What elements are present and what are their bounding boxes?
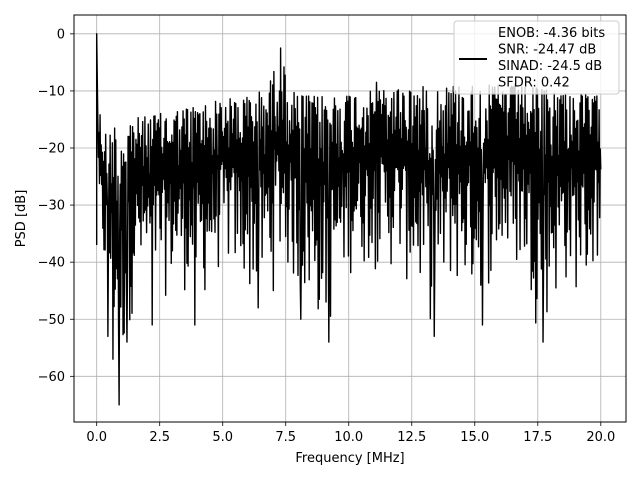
y-tick-label: −30 — [38, 199, 65, 214]
legend: ENOB: -4.36 bits SNR: -24.47 dB SINAD: -… — [453, 20, 620, 95]
ticks: 0.0 2.5 5.0 7.5 10.0 12.5 15.0 17.5 20.0 0 −10 −20 −… — [38, 27, 616, 445]
y-tick-label: −40 — [38, 256, 65, 271]
y-tick-label: −60 — [38, 370, 65, 385]
y-tick-label: −50 — [38, 313, 65, 328]
legend-sinad: SINAD: -24.5 dB — [498, 59, 602, 74]
y-tick-label: −20 — [38, 142, 65, 157]
y-tick-label: 0 — [57, 27, 65, 42]
legend-box — [453, 20, 620, 95]
legend-snr: SNR: -24.47 dB — [498, 43, 596, 58]
y-tick-label: −10 — [38, 84, 65, 99]
x-tick-label: 5.0 — [212, 430, 233, 445]
psd-series-line — [95, 33, 602, 406]
legend-enob: ENOB: -4.36 bits — [498, 26, 605, 41]
x-axis-label: Frequency [MHz] — [295, 451, 404, 466]
x-tick-label: 15.0 — [460, 430, 489, 445]
y-axis-label: PSD [dB] — [14, 190, 29, 248]
x-tick-label: 0.0 — [86, 430, 107, 445]
x-tick-label: 10.0 — [334, 430, 363, 445]
x-tick-label: 20.0 — [586, 430, 615, 445]
x-tick-label: 17.5 — [523, 430, 552, 445]
legend-sfdr: SFDR: 0.42 — [498, 76, 570, 91]
axes-frame — [73, 14, 627, 423]
x-tick-label: 12.5 — [397, 430, 426, 445]
x-tick-label: 2.5 — [149, 430, 170, 445]
plot-area — [95, 33, 602, 406]
x-tick-label: 7.5 — [275, 430, 296, 445]
